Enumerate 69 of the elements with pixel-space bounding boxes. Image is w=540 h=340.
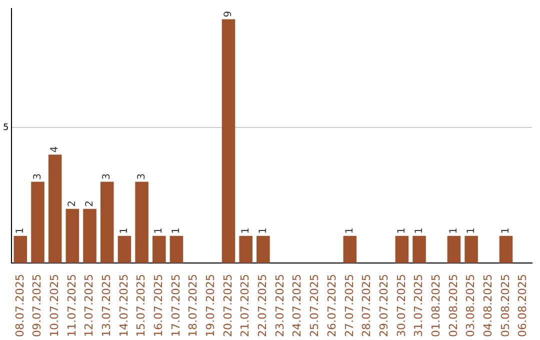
x-tick-label: 31.07.2025 [412, 274, 426, 338]
data-label: 1 [344, 228, 356, 234]
x-tick-label: 12.07.2025 [82, 274, 96, 338]
bar [447, 236, 461, 264]
x-tick-label: 04.08.2025 [482, 274, 495, 338]
x-tick-label: 05.08.2025 [498, 274, 512, 338]
x-tick-label: 01.08.2025 [429, 274, 442, 338]
bar [152, 236, 166, 264]
data-label: 1 [171, 228, 182, 234]
bar [135, 182, 148, 264]
bar [222, 19, 236, 264]
bar [412, 236, 426, 264]
x-tick-label: 15.07.2025 [134, 274, 148, 338]
bar [48, 154, 62, 264]
bar [66, 208, 80, 264]
bar [118, 236, 132, 264]
bar [239, 236, 252, 264]
bar [83, 208, 96, 264]
x-tick-label: 17.07.2025 [169, 274, 182, 338]
x-tick-label: 23.07.2025 [273, 274, 286, 338]
data-label: 1 [119, 228, 130, 234]
x-tick-label: 06.08.2025 [516, 274, 530, 338]
data-label: 2 [84, 200, 96, 207]
data-label: 1 [258, 228, 269, 234]
data-label: 1 [154, 228, 165, 234]
bar [464, 236, 478, 264]
x-tick-label: 24.07.2025 [290, 274, 304, 338]
bar [395, 236, 409, 264]
x-tick-label: 22.07.2025 [256, 274, 270, 338]
data-label: 3 [136, 173, 148, 180]
bar [100, 182, 114, 264]
data-label: 4 [50, 146, 61, 153]
x-tick-label: 27.07.2025 [342, 274, 356, 338]
bar [256, 236, 270, 264]
x-tick-label: 02.08.2025 [446, 274, 460, 338]
x-tick-label: 11.07.2025 [65, 274, 78, 338]
bar [499, 236, 513, 264]
data-label: 1 [448, 228, 460, 234]
x-tick-label: 19.07.2025 [204, 274, 218, 338]
x-tick-label: 18.07.2025 [186, 274, 200, 338]
bar [31, 182, 44, 264]
data-label: 9 [223, 10, 234, 18]
x-tick-label: 30.07.2025 [394, 274, 408, 338]
bar [343, 236, 357, 264]
data-label: 3 [102, 173, 113, 180]
x-tick-label: 16.07.2025 [152, 274, 165, 338]
x-tick-label: 10.07.2025 [48, 274, 61, 338]
data-label: 1 [500, 228, 512, 234]
x-tick-label: 28.07.2025 [360, 274, 374, 338]
x-tick-label: 03.08.2025 [464, 274, 478, 338]
y-tick-label: 5 [2, 122, 9, 133]
bar [14, 236, 28, 264]
x-tick-label: 21.07.2025 [238, 274, 252, 338]
x-tick-label: 29.07.2025 [377, 274, 390, 338]
data-label: 2 [67, 200, 78, 207]
data-label: 1 [414, 228, 425, 234]
x-tick-label: 13.07.2025 [100, 274, 113, 338]
x-tick-label: 20.07.2025 [221, 274, 234, 338]
data-label: 3 [32, 173, 44, 180]
x-tick-label: 26.07.2025 [325, 274, 338, 338]
data-label: 1 [466, 228, 477, 234]
data-label: 1 [396, 228, 408, 234]
x-tick-label: 25.07.2025 [308, 274, 322, 338]
data-label: 1 [14, 228, 26, 234]
x-tick-label: 09.07.2025 [30, 274, 44, 338]
x-tick-label: 08.07.2025 [13, 274, 26, 338]
bar [170, 236, 184, 264]
x-tick-label: 14.07.2025 [117, 274, 130, 338]
data-label: 1 [240, 228, 252, 234]
